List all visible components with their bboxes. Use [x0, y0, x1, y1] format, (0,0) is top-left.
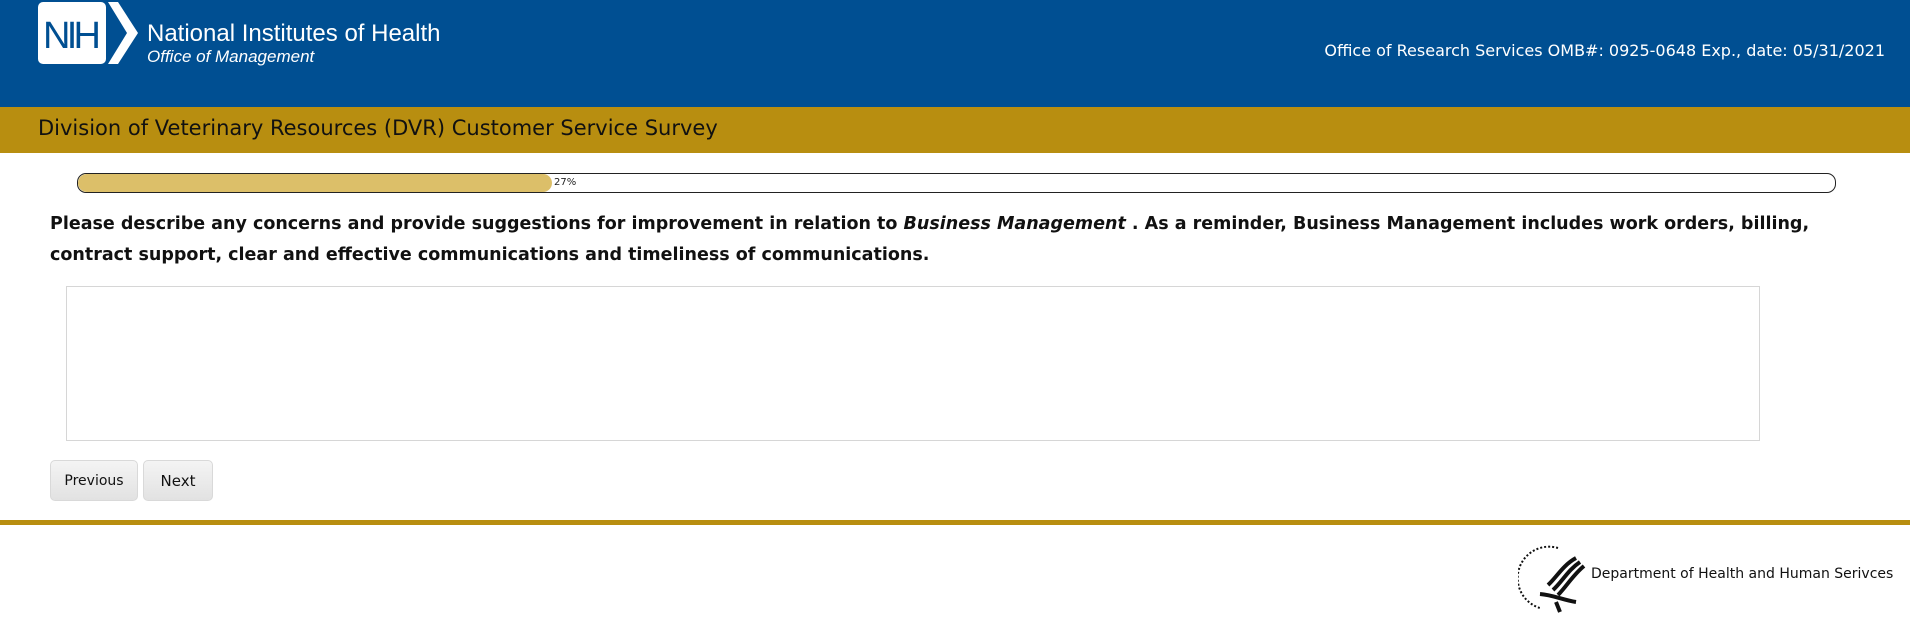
progress-bar [77, 173, 1836, 193]
answer-textarea[interactable] [66, 286, 1760, 441]
survey-title-band: Division of Veterinary Resources (DVR) C… [0, 107, 1910, 153]
question-text: Please describe any concerns and provide… [50, 209, 1850, 271]
svg-text:NIH: NIH [43, 15, 101, 57]
progress-fill [78, 174, 553, 192]
survey-title: Division of Veterinary Resources (DVR) C… [38, 116, 718, 140]
question-emphasis: Business Management [903, 214, 1126, 234]
question-part: Please describe any concerns and provide… [50, 214, 904, 234]
footer-divider [0, 520, 1910, 525]
nih-logo: NIH [38, 2, 138, 64]
office-name: Office of Management [147, 47, 315, 66]
previous-button[interactable]: Previous [50, 460, 138, 501]
progress-label: 27% [554, 177, 577, 188]
question-part: . As a reminder, Business Management inc… [50, 214, 1810, 265]
org-name: National Institutes of Health [147, 20, 441, 47]
hhs-seal-icon [1518, 545, 1586, 613]
omb-info: Office of Research Services OMB#: 0925-0… [1324, 41, 1885, 60]
hhs-department: Department of Health and Human Serivces [1591, 566, 1894, 582]
next-button[interactable]: Next [143, 460, 213, 501]
site-header: NIH National Institutes of Health Office… [0, 0, 1910, 107]
